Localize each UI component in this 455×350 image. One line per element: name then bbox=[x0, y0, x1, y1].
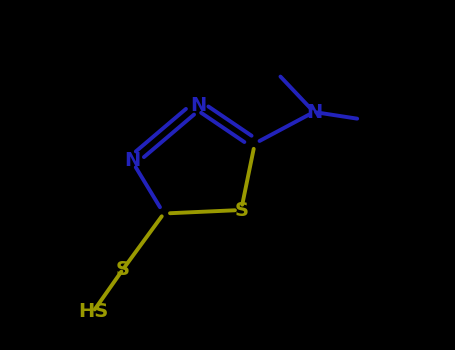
Text: HS: HS bbox=[78, 302, 108, 321]
Text: S: S bbox=[116, 260, 130, 279]
Text: N: N bbox=[190, 96, 206, 114]
Text: S: S bbox=[234, 201, 248, 219]
Text: N: N bbox=[124, 152, 140, 170]
Text: N: N bbox=[306, 103, 322, 121]
